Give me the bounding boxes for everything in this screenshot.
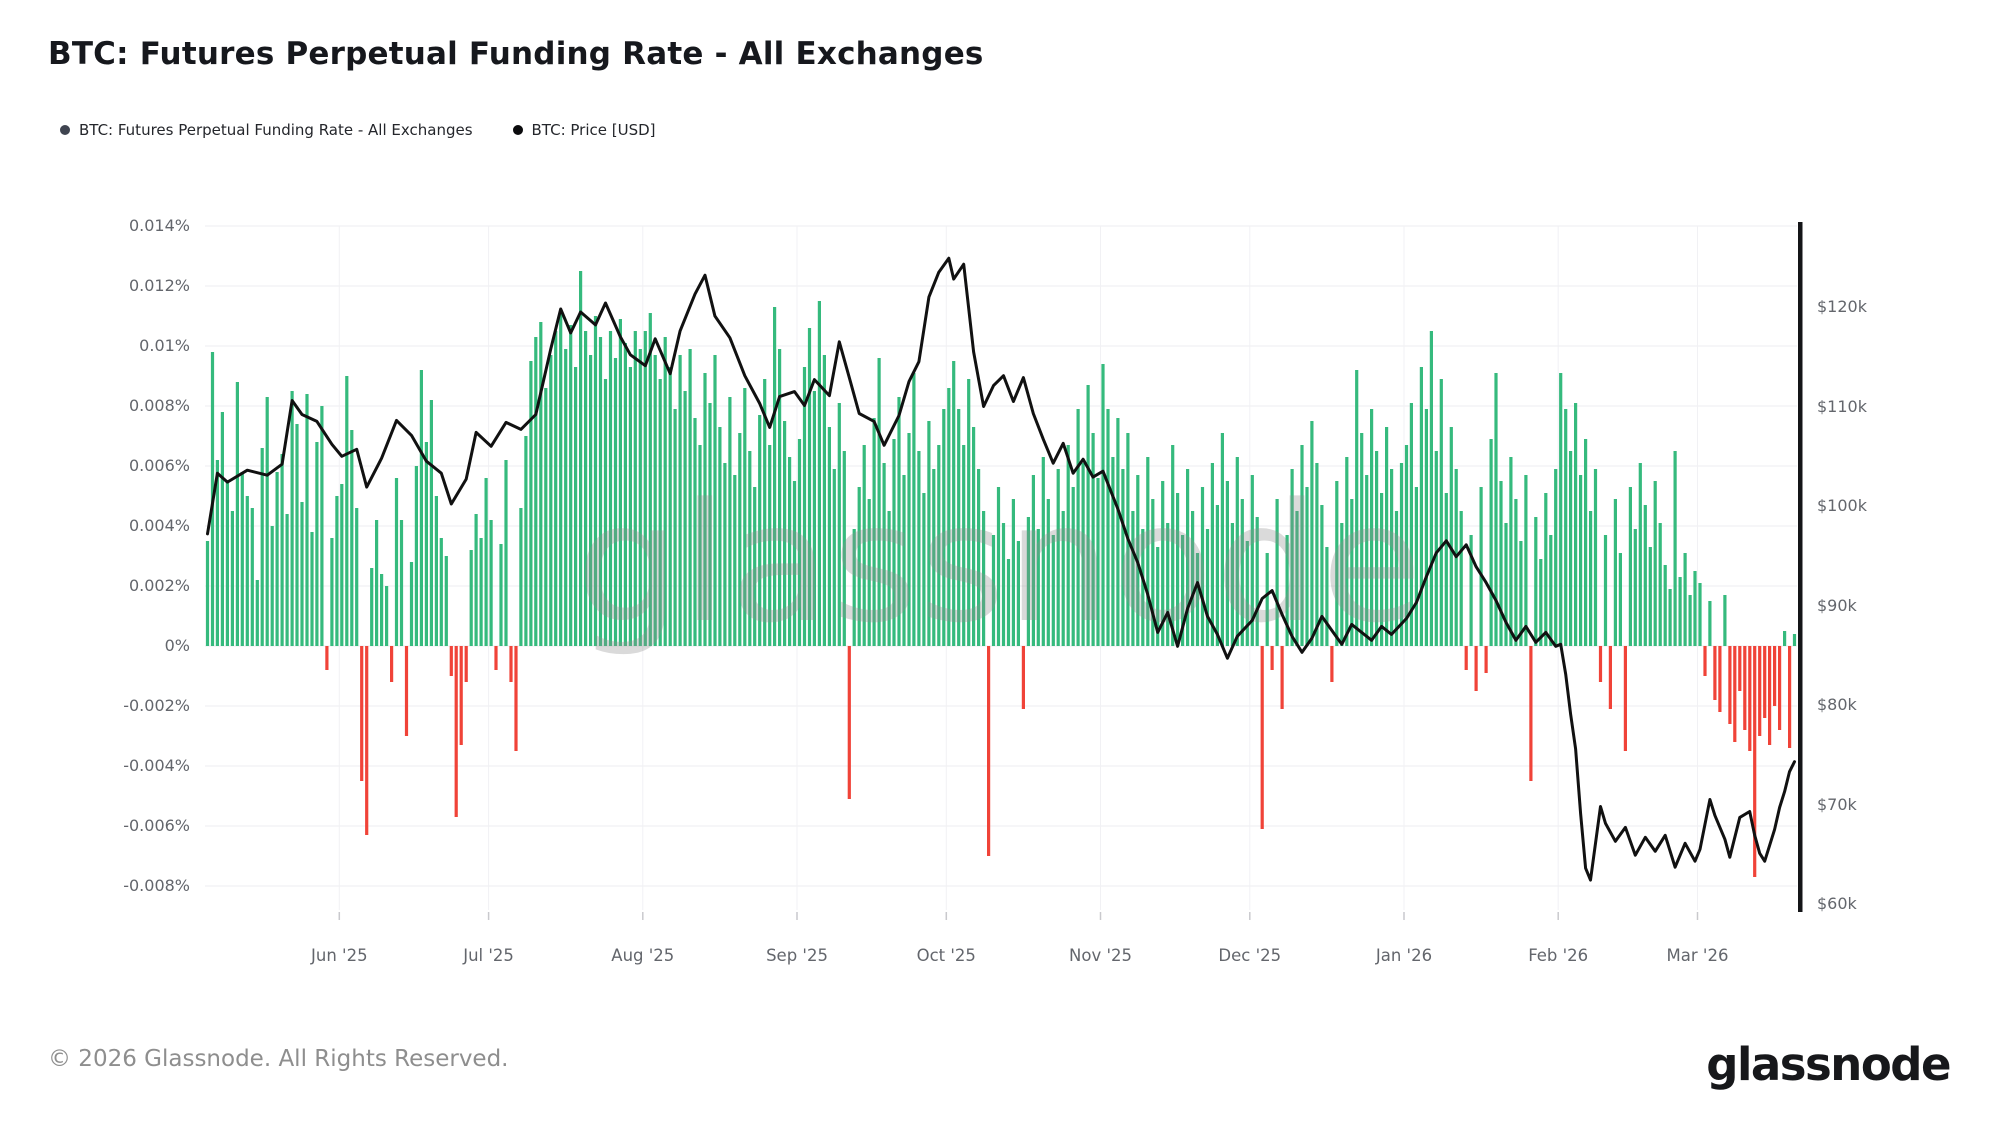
time-axis-month-label: Sep '25 [766, 946, 828, 965]
time-axis-month-label: Jun '25 [311, 946, 368, 965]
funding-axis-tick-label: -0.008% [123, 876, 190, 895]
watermark: glassnode [576, 468, 1424, 659]
price-axis-tick-label: $90k [1817, 595, 1857, 615]
funding-axis-tick-label: 0.012% [128, 276, 190, 295]
funding-axis-tick-label: 0.01% [139, 336, 190, 355]
funding-axis-tick-label: -0.002% [123, 696, 190, 715]
price-axis-line [1798, 222, 1803, 912]
time-axis-month-label: Mar '26 [1666, 946, 1729, 965]
price-axis-tick-label: $80k [1817, 695, 1857, 714]
time-axis-month-label: Nov '25 [1069, 946, 1132, 965]
legend: BTC: Futures Perpetual Funding Rate - Al… [60, 121, 656, 139]
legend-item-funding-rate[interactable]: BTC: Futures Perpetual Funding Rate - Al… [60, 121, 473, 139]
price-axis-tick-label: $110k [1817, 396, 1867, 416]
time-axis-month-label: Feb '26 [1528, 946, 1589, 965]
funding-axis-tick-label: 0.004% [128, 516, 190, 535]
legend-dot-price [512, 125, 523, 135]
legend-label-price: BTC: Price [USD] [531, 121, 656, 139]
page-title: BTC: Futures Perpetual Funding Rate - Al… [48, 36, 984, 72]
funding-axis-tick-label: 0.014% [128, 216, 190, 235]
funding-rate-bars [205, 271, 1797, 877]
legend-item-price[interactable]: BTC: Price [USD] [512, 121, 656, 139]
glassnode-logo: glassnode [1706, 1038, 1951, 1091]
time-axis-month-label: Dec '25 [1218, 946, 1282, 965]
price-axis-tick-label: $100k [1817, 496, 1867, 515]
price-axis-tick-label: $60k [1817, 894, 1857, 913]
funding-axis-tick-label: -0.006% [123, 816, 190, 835]
time-axis-month-label: Aug '25 [611, 946, 675, 965]
copyright-text: © 2026 Glassnode. All Rights Reserved. [48, 1046, 509, 1072]
btc-price-line [206, 256, 1796, 882]
time-axis-month-label: Jan '26 [1375, 946, 1433, 965]
funding-axis-tick-label: -0.004% [123, 756, 190, 775]
funding-axis-tick-label: 0% [164, 636, 190, 655]
funding-axis-tick-label: 0.002% [128, 576, 190, 595]
time-axis-month-label: Oct '25 [916, 946, 976, 965]
price-axis-tick-label: $70k [1817, 794, 1857, 814]
time-axis-month-label: Jul '25 [463, 946, 514, 965]
funding-axis-tick-label: 0.006% [128, 456, 190, 475]
legend-label-funding-rate: BTC: Futures Perpetual Funding Rate - Al… [79, 121, 473, 139]
price-axis-tick-label: $120k [1817, 297, 1867, 316]
legend-dot-funding-rate [60, 125, 70, 135]
funding-axis-tick-label: 0.008% [128, 396, 190, 415]
